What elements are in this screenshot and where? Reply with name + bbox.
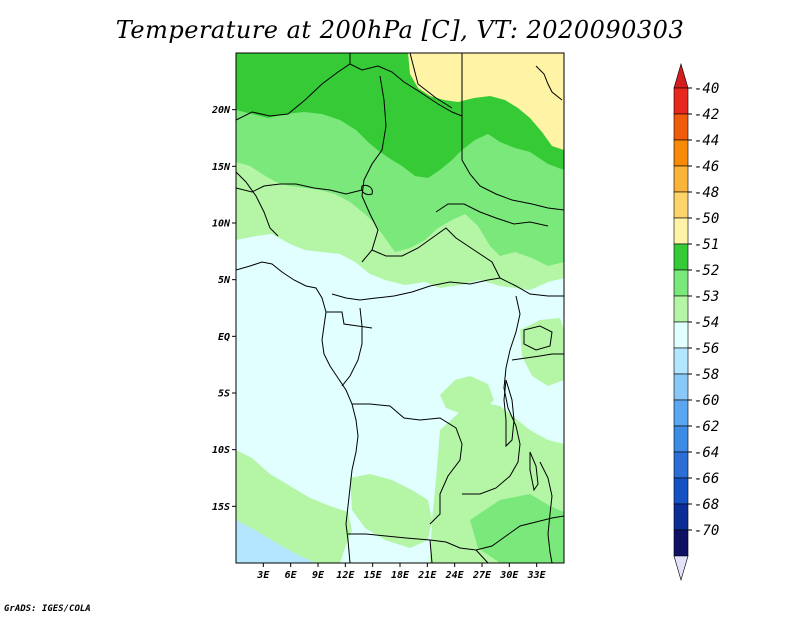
legend-color-swatch: [673, 87, 689, 115]
legend-color-swatch: [673, 321, 689, 349]
lake-chad: [361, 185, 373, 195]
band-minus-53-east: [520, 318, 564, 386]
border-sa-north: [475, 549, 489, 563]
border-west-sahel: [236, 171, 279, 237]
lon-tick-label: 15E: [364, 570, 383, 581]
band-minus-53-southern-africa: [350, 474, 432, 548]
legend-color-swatch: [673, 347, 689, 375]
border-sahara-north: [236, 63, 463, 121]
border-drc-east: [462, 295, 521, 495]
legend-label: -40: [694, 81, 719, 97]
border-zambia-zim: [445, 515, 564, 551]
lake-tanganyika: [503, 379, 515, 448]
latitude-axis: 20N 15N 10N 5N EQ 5S 10S 15S: [211, 105, 236, 513]
longitude-axis: 3E 6E 9E 12E 15E 18E 21E 24E 27E 30E 33E: [256, 563, 547, 581]
border-niger-chad: [361, 75, 387, 263]
border-gabon: [326, 311, 373, 329]
legend-color-swatch: [673, 295, 689, 323]
lon-tick-label: 18E: [391, 570, 410, 581]
lon-tick-label: 27E: [472, 570, 492, 581]
lake-victoria: [523, 325, 553, 351]
legend-label: -54: [694, 315, 719, 331]
border-sudan-ss: [435, 203, 549, 227]
lat-tick-label: 5S: [218, 389, 230, 400]
lon-tick-label: 33E: [527, 570, 547, 581]
legend-color-swatch: [673, 165, 689, 193]
legend-color-swatch: [673, 243, 689, 271]
legend-color-swatch: [673, 113, 689, 141]
legend-label: -46: [694, 159, 719, 175]
border-chad-car: [371, 227, 501, 279]
legend-color-swatch: [673, 399, 689, 427]
legend-color-swatch: [673, 529, 689, 557]
lat-tick-label: 15N: [212, 162, 231, 173]
lat-tick-label: 10N: [212, 219, 231, 230]
lat-tick-label: 20N: [211, 105, 231, 116]
lat-tick-label: EQ: [218, 332, 230, 343]
lat-tick-label: 10S: [212, 445, 230, 456]
legend-label: -62: [694, 419, 719, 435]
border-car-south: [331, 277, 564, 301]
lon-tick-label: 21E: [417, 570, 437, 581]
border-mozambique: [539, 461, 553, 563]
border-namibia: [348, 533, 447, 543]
lon-tick-label: 6E: [285, 570, 298, 581]
coastlines-and-borders: [236, 53, 564, 563]
legend-label: -50: [694, 211, 719, 227]
coastline-west-africa: [236, 261, 359, 563]
legend-color-swatch: [673, 373, 689, 401]
lat-tick-label: 15S: [212, 502, 230, 513]
legend-top-arrow: [673, 62, 689, 89]
border-congo-drc: [341, 307, 363, 387]
lon-tick-label: 30E: [499, 570, 519, 581]
legend-label: -70: [694, 523, 719, 539]
legend-color-swatch: [673, 451, 689, 479]
border-chad-east: [409, 53, 453, 109]
legend-label: -58: [694, 367, 719, 383]
legend-label: -60: [694, 393, 719, 409]
legend-color-swatch: [673, 269, 689, 297]
legend-bottom-arrow: [673, 555, 689, 582]
border-nigeria: [236, 183, 363, 195]
border-east-africa: [511, 353, 564, 361]
grads-credit: GrADS: IGES/COLA: [4, 604, 91, 614]
legend-color-swatch: [673, 191, 689, 219]
legend-label: -48: [694, 185, 719, 201]
legend-color-swatch: [673, 425, 689, 453]
lake-malawi: [529, 451, 539, 492]
legend-label: -68: [694, 497, 719, 513]
lon-tick-label: 12E: [336, 570, 355, 581]
legend-label: -56: [694, 341, 719, 357]
legend-label: -44: [694, 133, 719, 149]
legend-color-swatch: [673, 217, 689, 245]
legend-label: -52: [694, 263, 719, 279]
band-minus-53-south-west: [236, 450, 352, 563]
band-minus-50-north: [408, 53, 564, 150]
border-botswana: [429, 539, 433, 563]
lon-tick-label: 24E: [445, 570, 465, 581]
legend-label: -53: [694, 289, 719, 305]
color-legend: -40 -42 -44 -46 -48 -50 -51 -52 -53 -54 -56 -58 -60 -…: [673, 62, 719, 582]
legend-color-swatch: [673, 139, 689, 167]
border-egypt-sudan: [461, 53, 564, 211]
legend-label: -42: [694, 107, 719, 123]
temperature-field: [236, 53, 564, 563]
lat-tick-label: 5N: [218, 275, 231, 286]
map-title: Temperature at 200hPa [C], VT: 202009030…: [115, 16, 685, 44]
legend-color-swatch: [673, 477, 689, 505]
legend-label: -64: [694, 445, 719, 461]
coastline-red-sea: [535, 65, 563, 101]
legend-label: -51: [694, 237, 719, 253]
lon-tick-label: 3E: [256, 570, 270, 581]
legend-label: -66: [694, 471, 719, 487]
legend-color-swatch: [673, 503, 689, 531]
band-minus-56-southwest: [236, 520, 316, 563]
lon-tick-label: 9E: [312, 570, 325, 581]
band-minus-53-central: [440, 376, 494, 414]
border-angola: [352, 403, 463, 525]
